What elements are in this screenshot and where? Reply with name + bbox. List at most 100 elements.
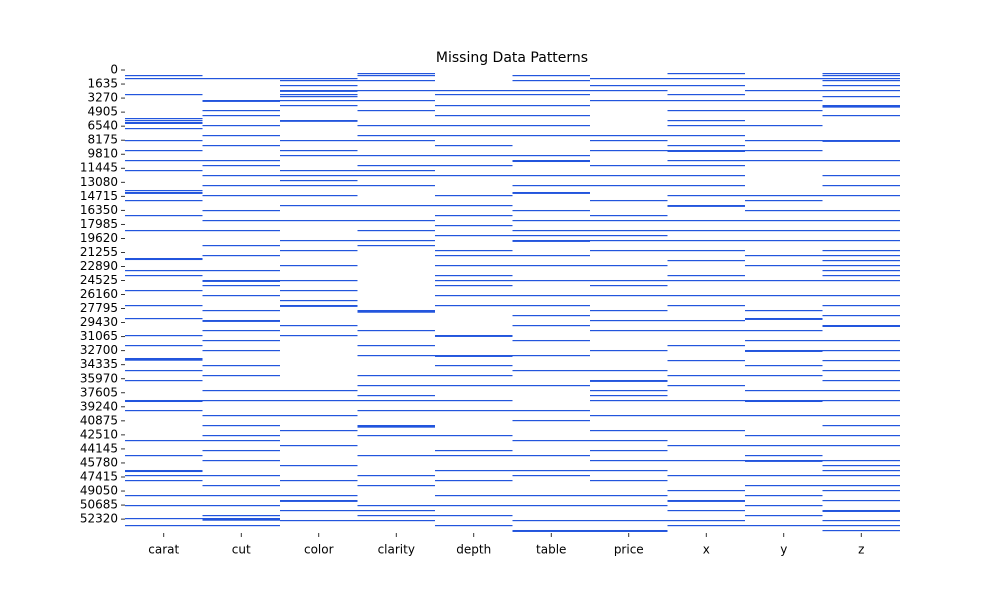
missing-cell xyxy=(822,195,900,197)
missing-cell xyxy=(745,349,823,352)
missing-cell xyxy=(435,335,513,337)
missing-cell xyxy=(202,195,280,197)
missing-cell xyxy=(202,319,280,322)
missing-cell xyxy=(745,265,823,267)
missing-cell xyxy=(202,135,280,137)
missing-cell xyxy=(435,155,513,157)
missing-cell xyxy=(202,515,280,517)
missing-cell xyxy=(745,89,823,92)
missing-cell xyxy=(280,149,358,152)
missing-cell xyxy=(280,139,358,142)
missing-cell xyxy=(125,75,203,77)
missing-cell xyxy=(357,475,435,477)
missing-cell xyxy=(822,379,900,382)
missing-cell xyxy=(435,479,513,482)
missing-cell xyxy=(280,89,358,92)
missing-cell xyxy=(435,195,513,197)
x-tick-label: table xyxy=(536,543,566,557)
missing-cell xyxy=(590,89,668,92)
missing-cell xyxy=(667,73,745,75)
missing-cell xyxy=(280,239,358,242)
missing-cell xyxy=(822,315,900,317)
missing-cell xyxy=(667,93,745,96)
missing-cell xyxy=(822,159,900,162)
missing-cell xyxy=(125,379,203,382)
missing-cell xyxy=(822,325,900,327)
missing-cell xyxy=(667,489,745,492)
missing-cell xyxy=(590,265,668,267)
missing-cell xyxy=(512,469,590,472)
missing-cell xyxy=(745,459,823,462)
missing-cell xyxy=(435,355,513,357)
missing-cell xyxy=(125,269,203,272)
missing-cell xyxy=(125,359,203,361)
missing-cell xyxy=(202,415,280,417)
missing-cell xyxy=(280,299,358,302)
missing-cell xyxy=(590,459,668,462)
missing-cell xyxy=(667,385,745,387)
missing-cell xyxy=(435,399,513,402)
y-tick-label: 35970 xyxy=(80,371,118,385)
missing-cell xyxy=(357,426,435,428)
missing-cell xyxy=(822,469,900,472)
missing-cell xyxy=(745,445,823,447)
missing-cell xyxy=(435,515,513,517)
missing-cell xyxy=(667,229,745,232)
missing-cell xyxy=(590,285,668,287)
missing-cell xyxy=(512,185,590,187)
missing-cell xyxy=(822,435,900,437)
missing-cell xyxy=(667,509,745,512)
missing-cell xyxy=(667,445,745,447)
missing-cell xyxy=(590,530,668,532)
missing-cell xyxy=(435,305,513,307)
y-tick-label: 11445 xyxy=(80,161,118,175)
missing-cell xyxy=(512,339,590,342)
missing-cell xyxy=(280,465,358,467)
missing-cell xyxy=(667,525,745,527)
missing-cell xyxy=(590,99,668,102)
missing-cell xyxy=(125,400,203,403)
missing-cell xyxy=(512,135,590,137)
missing-cell xyxy=(202,229,280,232)
missing-cell xyxy=(125,117,203,120)
missing-cell xyxy=(280,415,358,417)
missing-cell xyxy=(125,257,203,260)
missing-cell xyxy=(280,155,358,157)
missing-cell xyxy=(435,385,513,387)
missing-cell xyxy=(202,399,280,402)
missing-cell xyxy=(125,517,203,520)
missing-cell xyxy=(512,439,590,442)
missing-cell xyxy=(512,409,590,412)
missing-cell xyxy=(667,159,745,162)
missing-cell xyxy=(822,325,900,327)
missing-cell xyxy=(745,435,823,437)
missing-cell xyxy=(125,275,203,277)
missing-cell xyxy=(435,279,513,282)
missing-cell xyxy=(590,279,668,282)
missing-cell xyxy=(357,395,435,397)
missing-cell xyxy=(125,475,203,477)
missing-cell xyxy=(357,239,435,242)
missing-cell xyxy=(357,109,435,112)
missing-cell xyxy=(512,530,590,532)
missing-cell xyxy=(125,149,203,152)
missing-cell xyxy=(822,489,900,492)
missing-cell xyxy=(125,191,203,194)
missing-cell xyxy=(667,165,745,167)
missing-cell xyxy=(435,145,513,147)
missing-cell xyxy=(667,399,745,402)
missing-cell xyxy=(667,295,745,297)
missing-cell xyxy=(822,209,900,212)
missing-cell xyxy=(202,349,280,352)
missing-cell xyxy=(745,239,823,242)
missing-cell xyxy=(590,429,668,432)
chart-title: Missing Data Patterns xyxy=(436,50,588,66)
missing-cell xyxy=(202,435,280,437)
missing-cell xyxy=(125,409,203,412)
missing-cell xyxy=(125,189,203,192)
missing-cell xyxy=(745,505,823,507)
missing-cell xyxy=(202,245,280,247)
missing-cell xyxy=(590,149,668,152)
missing-cell xyxy=(512,475,590,477)
missing-cell xyxy=(357,135,435,137)
